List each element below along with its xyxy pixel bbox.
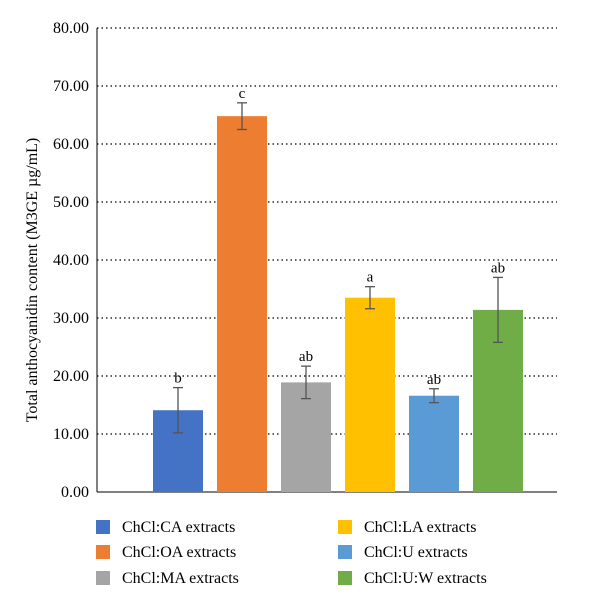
y-tick-labels: 0.00 10.00 20.00 30.00 40.00 50.00 60.00 70.00 8… (53, 20, 89, 501)
y-tick-label: 50.00 (53, 194, 89, 211)
y-tick-label: 80.00 (53, 20, 89, 37)
legend: ChCl:CA extracts ChCl:OA extracts ChCl:MA … (96, 519, 487, 587)
y-tick-label: 70.00 (53, 78, 89, 95)
bars (153, 116, 523, 492)
legend-swatch (96, 571, 110, 585)
legend-label: ChCl:MA extracts (122, 570, 239, 587)
legend-label: ChCl:CA extracts (122, 519, 235, 536)
bar (345, 297, 395, 492)
legend-swatch (338, 571, 352, 585)
significance-label: b (174, 371, 182, 387)
y-axis-title: Total anthocyanidin content (M3GE µg/mL) (24, 138, 41, 422)
error-bars (173, 102, 503, 434)
legend-label: ChCl:OA extracts (122, 544, 236, 561)
legend-label: ChCl:U extracts (364, 544, 468, 561)
legend-label: ChCl:LA extracts (364, 519, 476, 536)
grid-lines (97, 27, 557, 435)
legend-swatch (96, 520, 110, 534)
legend-swatch (338, 545, 352, 559)
bar (217, 116, 267, 492)
significance-label: ab (491, 260, 505, 276)
legend-swatch (96, 545, 110, 559)
bar (281, 382, 331, 492)
significance-label: a (367, 270, 374, 286)
bar (409, 395, 459, 492)
legend-label: ChCl:U:W extracts (364, 570, 487, 587)
significance-label: ab (427, 372, 441, 388)
significance-labels: b c ab a ab ab (174, 86, 505, 388)
y-tick-label: 60.00 (53, 136, 89, 153)
y-tick-label: 0.00 (61, 484, 89, 501)
significance-label: c (239, 86, 246, 102)
y-tick-label: 30.00 (53, 310, 89, 327)
legend-swatch (338, 520, 352, 534)
significance-label: ab (299, 349, 313, 365)
y-tick-label: 20.00 (53, 368, 89, 385)
y-tick-label: 10.00 (53, 426, 89, 443)
y-tick-label: 40.00 (53, 252, 89, 269)
